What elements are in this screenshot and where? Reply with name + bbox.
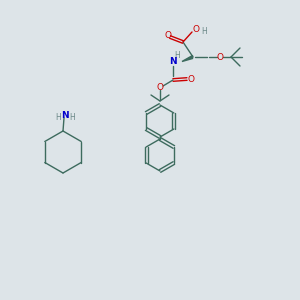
Text: O: O (164, 31, 172, 40)
Text: H: H (55, 112, 61, 122)
Text: O: O (157, 83, 164, 92)
Text: H: H (174, 52, 180, 61)
Text: N: N (61, 110, 69, 119)
Text: H: H (201, 26, 207, 35)
Text: N: N (169, 58, 177, 67)
Text: O: O (217, 52, 224, 62)
Text: O: O (188, 74, 194, 83)
Text: H: H (69, 112, 75, 122)
Polygon shape (182, 56, 193, 62)
Text: O: O (193, 25, 200, 34)
